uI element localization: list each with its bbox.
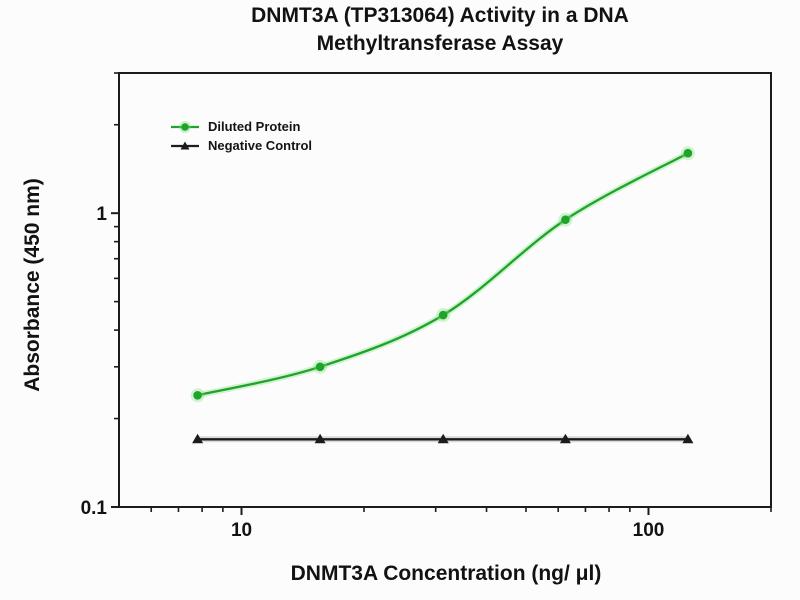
- legend-label: Negative Control: [208, 138, 313, 153]
- legend: Diluted Protein Negative Control: [170, 117, 312, 155]
- chart-title-line1: DNMT3A (TP313064) Activity in a DNA: [251, 4, 629, 27]
- legend-item-diluted-protein: Diluted Protein: [170, 117, 312, 136]
- chart-title-line2: Methyltransferase Assay: [316, 32, 564, 55]
- svg-text:0.1: 0.1: [81, 498, 108, 519]
- legend-item-negative-control: Negative Control: [170, 136, 312, 155]
- legend-label: Diluted Protein: [208, 119, 301, 134]
- svg-text:100: 100: [633, 520, 665, 541]
- negative-control-marker-icon: [171, 141, 199, 149]
- svg-text:1: 1: [96, 204, 107, 225]
- x-axis-label: DNMT3A Concentration (ng/ μl): [290, 562, 602, 585]
- diluted-protein-marker-icon: [171, 120, 199, 133]
- chart-title: DNMT3A (TP313064) Activity in a DNA Meth…: [110, 2, 770, 58]
- svg-text:10: 10: [231, 520, 252, 541]
